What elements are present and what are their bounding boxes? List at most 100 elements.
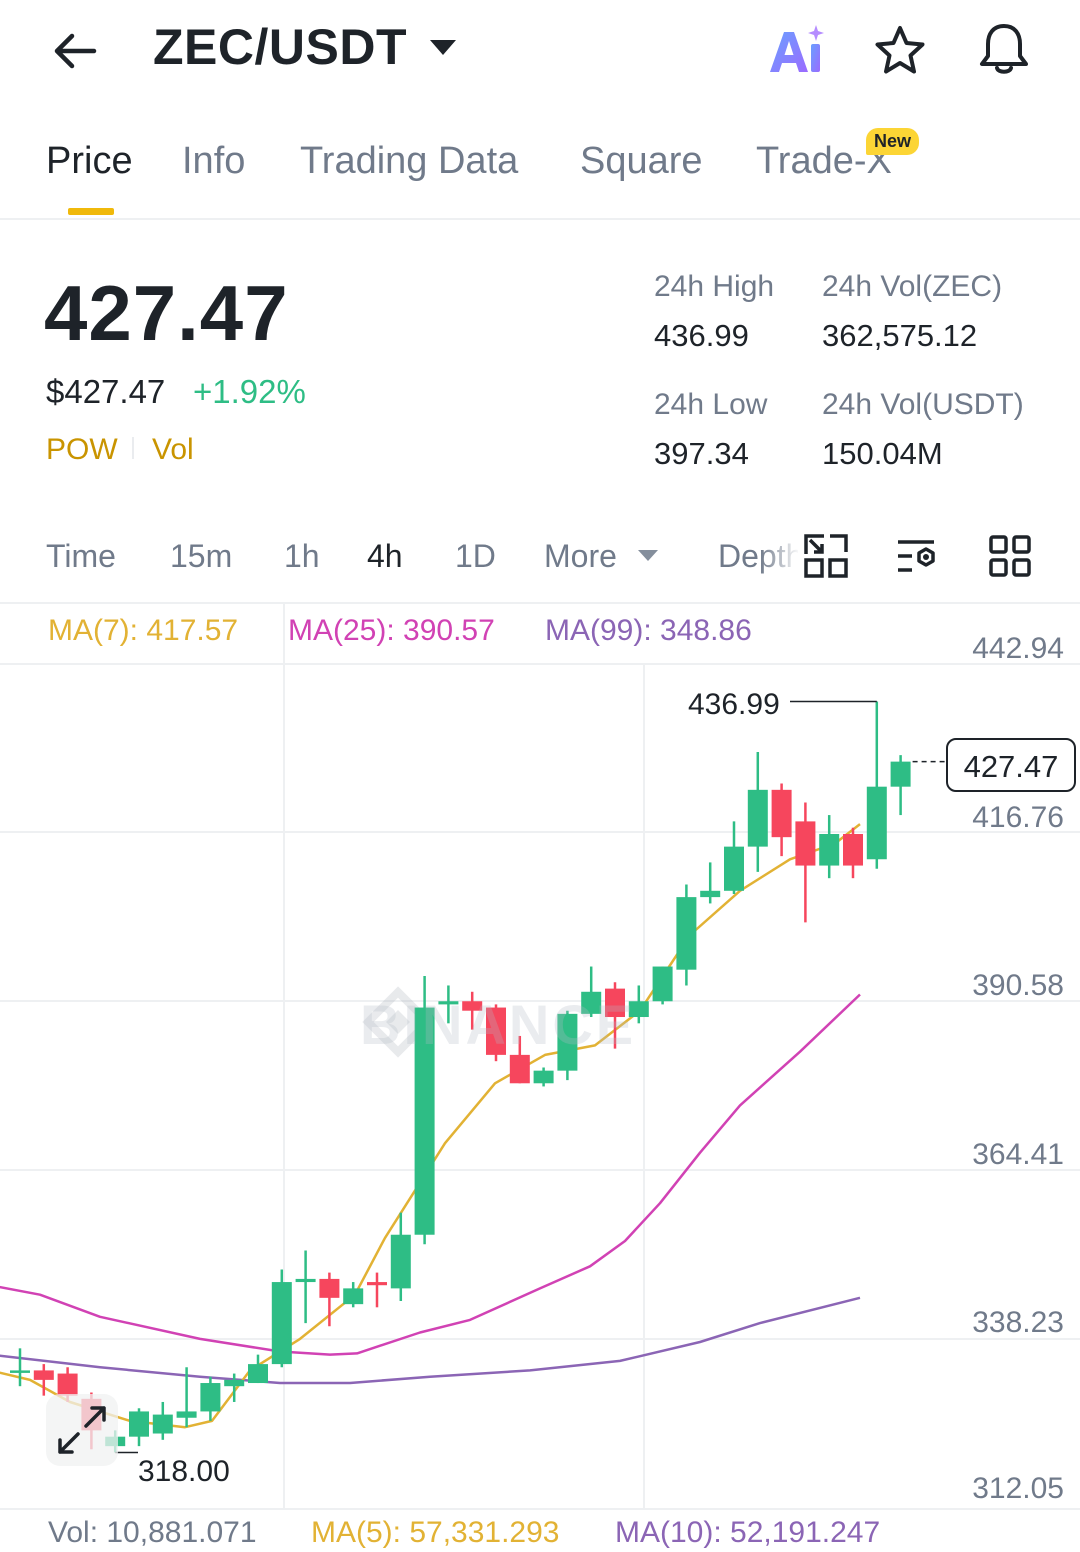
candle bbox=[747, 751, 768, 872]
bell-icon[interactable] bbox=[976, 20, 1032, 78]
candle-body bbox=[319, 1278, 340, 1298]
section-tabs: Price Info Trading Data Square Trade-X N… bbox=[0, 120, 1080, 220]
candle bbox=[866, 701, 887, 869]
usd-price: $427.47 bbox=[46, 373, 166, 410]
stat-24h-high-value: 436.99 bbox=[654, 318, 749, 353]
current-price-label: 427.47 bbox=[946, 738, 1076, 792]
interval-4h[interactable]: 4h bbox=[367, 538, 403, 574]
chevron-down-icon[interactable] bbox=[430, 40, 456, 55]
candle-body bbox=[771, 789, 792, 838]
candle bbox=[724, 821, 744, 894]
interval-more[interactable]: More bbox=[544, 538, 617, 574]
candle-body bbox=[486, 1007, 506, 1055]
ma99-line bbox=[0, 1296, 861, 1385]
interval-time[interactable]: Time bbox=[46, 538, 116, 574]
candle bbox=[462, 991, 483, 1030]
pair-selector[interactable]: ZEC/USDT bbox=[153, 19, 407, 75]
tag-vol[interactable]: Vol bbox=[152, 433, 194, 466]
interval-15m[interactable]: 15m bbox=[170, 538, 233, 574]
interval-1h[interactable]: 1h bbox=[284, 538, 320, 574]
candle bbox=[819, 815, 840, 879]
candle-body bbox=[176, 1411, 197, 1418]
candle bbox=[343, 1282, 364, 1308]
ma99-value: MA(99): 348.86 bbox=[545, 614, 752, 647]
candle bbox=[152, 1401, 173, 1440]
candle bbox=[771, 783, 792, 857]
candlestick-chart[interactable] bbox=[0, 604, 1080, 1508]
tab-square[interactable]: Square bbox=[580, 140, 703, 182]
candle bbox=[700, 862, 721, 904]
candle bbox=[176, 1367, 197, 1428]
candle bbox=[438, 985, 459, 1024]
candle-body bbox=[343, 1288, 364, 1305]
candle bbox=[33, 1364, 54, 1396]
price-axis-tick: 416.76 bbox=[972, 801, 1064, 834]
stat-24h-low-value: 397.34 bbox=[654, 436, 749, 471]
candle bbox=[605, 982, 625, 1049]
candle-body bbox=[605, 988, 625, 1018]
chevron-down-icon[interactable] bbox=[638, 550, 658, 561]
candle bbox=[628, 985, 649, 1024]
candle-body bbox=[509, 1054, 530, 1084]
indicator-settings-icon[interactable] bbox=[894, 532, 942, 580]
candle-body bbox=[200, 1383, 221, 1412]
layout-grid-icon[interactable] bbox=[986, 532, 1034, 580]
stat-24h-vol-usdt-value: 150.04M bbox=[822, 436, 943, 471]
price-axis-tick: 312.05 bbox=[972, 1472, 1064, 1505]
candle-body bbox=[843, 834, 863, 866]
expand-arrows-icon bbox=[58, 1406, 106, 1454]
candle bbox=[509, 1035, 530, 1084]
candle bbox=[367, 1272, 387, 1308]
candle-body bbox=[819, 834, 840, 866]
candle-body bbox=[152, 1414, 173, 1434]
candle bbox=[295, 1250, 316, 1324]
active-tab-indicator bbox=[68, 208, 114, 215]
chart-grid bbox=[0, 604, 1080, 1508]
candle-body bbox=[795, 821, 816, 866]
expand-chart-button[interactable] bbox=[46, 1394, 118, 1466]
candle-body bbox=[724, 846, 744, 891]
price-axis-tick: 442.94 bbox=[972, 632, 1064, 665]
candle bbox=[581, 966, 602, 1018]
interval-bar: Time 15m 1h 4h 1D More Depth bbox=[0, 520, 1080, 604]
candle bbox=[10, 1348, 30, 1387]
volume-value: Vol: 10,881.071 bbox=[48, 1516, 257, 1549]
candle-body bbox=[676, 897, 697, 970]
candle-body bbox=[414, 1007, 435, 1235]
candle-body bbox=[652, 966, 673, 1002]
volume-ma10: MA(10): 52,191.247 bbox=[615, 1516, 881, 1549]
candle-body bbox=[367, 1282, 387, 1286]
candle bbox=[414, 975, 435, 1245]
ma25-line bbox=[0, 993, 861, 1356]
price-axis-tick: 338.23 bbox=[972, 1306, 1064, 1339]
candle-body bbox=[57, 1373, 78, 1396]
candle bbox=[533, 1067, 554, 1087]
candle-body bbox=[295, 1278, 316, 1283]
ma25-value: MA(25): 390.57 bbox=[288, 614, 495, 647]
candle-body bbox=[557, 1013, 578, 1071]
back-arrow-icon[interactable] bbox=[48, 24, 102, 78]
candle-body bbox=[33, 1370, 54, 1380]
candle bbox=[843, 827, 863, 879]
ai-icon[interactable] bbox=[766, 22, 828, 78]
candle-body bbox=[581, 991, 602, 1014]
candle-body bbox=[390, 1234, 411, 1289]
price-change-percent: +1.92% bbox=[193, 373, 306, 410]
tab-trading-data[interactable]: Trading Data bbox=[300, 140, 519, 182]
candle bbox=[200, 1376, 221, 1421]
tag-pow[interactable]: POW bbox=[46, 433, 118, 466]
tab-info[interactable]: Info bbox=[182, 140, 246, 182]
last-price: 427.47 bbox=[44, 269, 289, 357]
candle bbox=[890, 755, 911, 816]
candle-body bbox=[866, 786, 887, 860]
star-icon[interactable] bbox=[872, 24, 928, 78]
candle-body bbox=[890, 761, 911, 787]
candle bbox=[486, 1004, 506, 1062]
tab-price[interactable]: Price bbox=[46, 140, 133, 182]
interval-1d[interactable]: 1D bbox=[455, 538, 496, 574]
candle bbox=[652, 966, 673, 1005]
top-bar: ZEC/USDT bbox=[0, 0, 1080, 105]
fullscreen-chart-icon[interactable] bbox=[802, 532, 850, 580]
price-axis-tick: 390.58 bbox=[972, 969, 1064, 1002]
volume-ma5: MA(5): 57,331.293 bbox=[311, 1516, 560, 1549]
